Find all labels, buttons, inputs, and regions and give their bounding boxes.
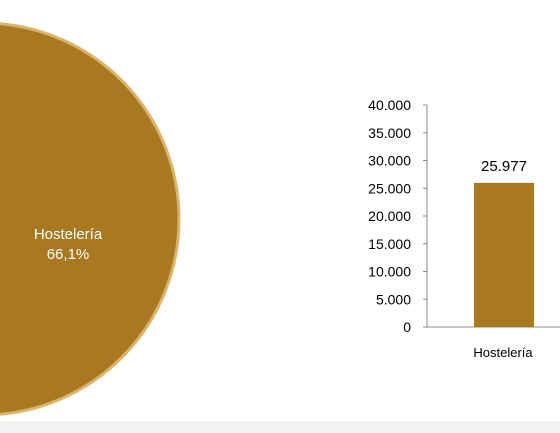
y-tick-label: 40.000 [368,97,411,113]
pie-slice-hosteleria [0,22,181,416]
y-ticks: 0 5.000 10.000 15.000 20.000 25.000 30.000 35.0… [368,97,427,335]
bottom-band [0,421,560,433]
y-tick-label: 25.000 [368,180,411,196]
x-category-label: Hostelería [473,345,533,360]
y-tick-label: 20.000 [368,208,411,224]
bar-value-label: 25.977 [481,158,527,175]
bars: 25.977 Hostelería [473,158,534,360]
y-tick-label: 15.000 [368,236,411,252]
bar-hosteleria [474,182,534,327]
y-tick-label: 5.000 [376,291,411,307]
pie-chart: Hostelería 66,1% [0,22,181,416]
y-tick-label: 30.000 [368,153,411,169]
pie-slice-label: Hostelería [34,226,103,243]
y-tick-label: 0 [403,319,411,335]
bar-chart: 0 5.000 10.000 15.000 20.000 25.000 30.000 35.0… [368,97,560,360]
pie-slice-percent: 66,1% [47,246,90,263]
y-tick-label: 10.000 [368,264,411,280]
y-tick-label: 35.000 [368,125,411,141]
